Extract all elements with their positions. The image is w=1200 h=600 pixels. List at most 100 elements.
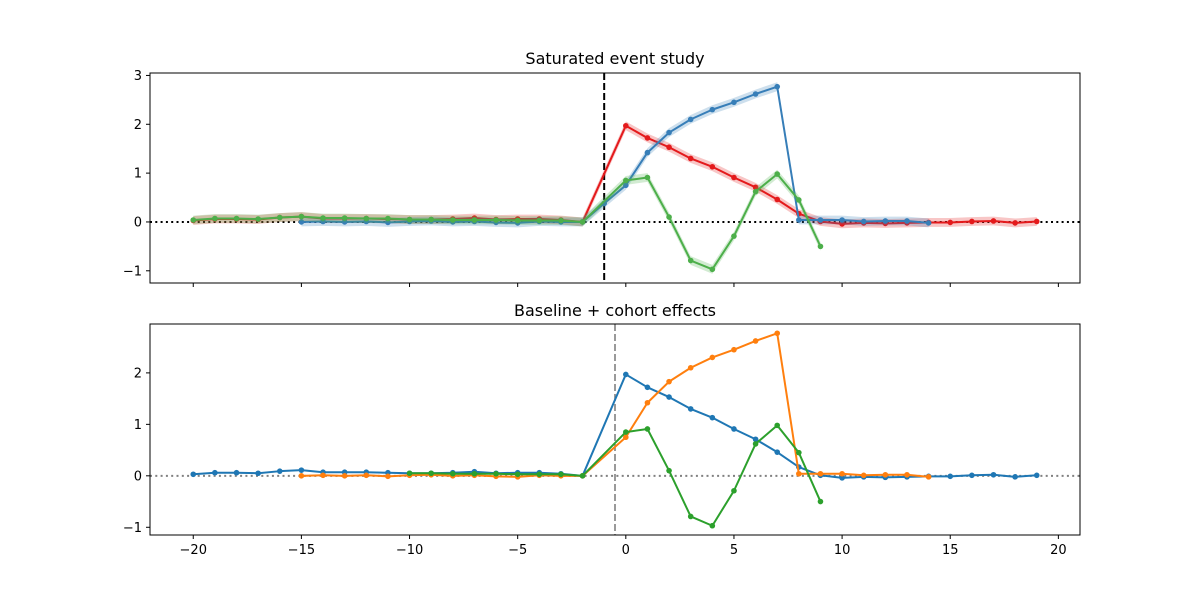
bottom-chart-title: Baseline + cohort effects: [514, 301, 716, 320]
bottom-series-0-point: [731, 426, 737, 432]
bottom-x-tick-label: −15: [288, 543, 315, 558]
bottom-series-1-point: [644, 399, 651, 406]
bottom-series-0-point: [709, 414, 716, 421]
bottom-series-1-point: [860, 472, 867, 479]
bottom-series-0-point: [233, 469, 240, 476]
bottom-series-1-point: [385, 473, 391, 480]
bottom-series-1-point: [796, 470, 802, 477]
bottom-x-tick-label: 5: [730, 543, 738, 558]
top-series-2-point: [298, 213, 305, 220]
top-series-1-point: [817, 217, 824, 223]
bottom-series-0-point: [1033, 472, 1040, 479]
bottom-series-2-point: [774, 422, 781, 429]
bottom-series-0-point: [212, 469, 218, 476]
bottom-x-tick-label: −5: [508, 543, 527, 558]
bottom-series-1-point: [817, 470, 824, 477]
bottom-series-2-point: [752, 441, 759, 447]
top-y-tick-label: 3: [134, 69, 142, 84]
top-series-1-point: [904, 218, 910, 224]
top-series-0-point: [709, 163, 716, 170]
bottom-series-1-point: [709, 354, 716, 361]
bottom-series-0-point: [839, 475, 845, 481]
top-series-1-point: [925, 220, 932, 226]
bottom-series-0-point: [969, 472, 975, 479]
top-series-2-point: [774, 171, 781, 177]
top-series-2-point: [514, 217, 521, 224]
top-series-1-point: [666, 129, 672, 136]
bottom-series-0-point: [666, 394, 672, 400]
top-series-0-point: [666, 144, 672, 151]
top-series-2-point: [709, 266, 716, 273]
top-series-2-point: [536, 217, 543, 224]
top-chart-title: Saturated event study: [525, 49, 704, 68]
bottom-x-tick-label: 20: [1050, 543, 1067, 558]
bottom-series-0-point: [255, 470, 261, 477]
bottom-series-1-point: [774, 330, 781, 337]
top-series-1-point: [839, 217, 845, 223]
bottom-series-1-point: [752, 338, 759, 344]
bottom-series-2-point: [623, 429, 629, 435]
top-series-0-point: [774, 196, 781, 203]
top-axes-frame: [149, 72, 1081, 284]
bottom-series-2-point: [709, 522, 716, 529]
top-series-2-point: [385, 215, 391, 222]
bottom-series-2-point: [536, 471, 543, 478]
top-y-tick-label: 1: [134, 167, 142, 182]
top-series-0-point: [1012, 220, 1018, 226]
top-series-2-point: [493, 217, 499, 223]
bottom-series-1-point: [839, 470, 845, 477]
bottom-series-1-point: [320, 472, 326, 479]
top-series-1-point: [731, 99, 737, 106]
top-series-0-point: [687, 155, 694, 162]
bottom-y-tick-label: 1: [134, 418, 142, 433]
top-series-2-point: [406, 216, 413, 223]
top-series-1-point: [298, 219, 305, 225]
top-series-2-point: [363, 215, 370, 222]
bottom-series-2-point: [731, 487, 737, 494]
bottom-series-2-point: [796, 449, 802, 456]
bottom-x-tick-label: 15: [942, 543, 959, 558]
bottom-x-tick-label: −10: [396, 543, 423, 558]
bottom-x-tick-label: 0: [622, 543, 630, 558]
top-series-1-point: [752, 91, 759, 97]
top-series-2-point: [471, 217, 478, 223]
top-y-tick-label: −1: [123, 264, 142, 279]
top-series-2-point: [428, 216, 434, 223]
top-series-0-point: [623, 122, 629, 129]
top-series-2-point: [666, 214, 672, 220]
bottom-series-2-point: [471, 470, 478, 477]
bottom-series-0-point: [947, 473, 954, 480]
bottom-series-0-point: [752, 436, 759, 443]
bottom-y-tick-label: 2: [134, 366, 142, 381]
top-series-2-confidence-band: [193, 169, 821, 274]
top-series-2-point: [212, 215, 218, 222]
top-series-2-point: [233, 215, 240, 222]
top-series-2-point: [644, 174, 651, 181]
top-y-tick-label: 2: [134, 118, 142, 133]
bottom-x-tick-label: 10: [834, 543, 851, 558]
top-series-2-point: [687, 257, 694, 264]
top-series-1-point: [709, 106, 716, 113]
top-series-2-point: [796, 197, 802, 203]
bottom-series-1-point: [298, 473, 305, 479]
bottom-series-0-point: [774, 449, 781, 455]
top-series-2-point: [752, 188, 759, 195]
bottom-y-tick-label: −1: [123, 521, 142, 536]
bottom-series-2-point: [514, 471, 521, 478]
bottom-series-1-point: [666, 378, 672, 385]
top-series-2-point: [731, 233, 737, 239]
top-series-1-line: [301, 85, 929, 224]
top-series-1-point: [860, 218, 867, 225]
top-series-0-point: [839, 221, 845, 227]
top-series-2-point: [579, 219, 586, 225]
bottom-series-2-point: [406, 470, 413, 477]
bottom-series-2-point: [428, 470, 434, 477]
bottom-series-2-point: [558, 471, 564, 478]
bottom-series-1-point: [904, 471, 910, 478]
bottom-series-2-point: [579, 473, 586, 479]
top-series-2-point: [623, 177, 629, 184]
top-y-tick-label: 0: [134, 215, 142, 230]
top-series-2-point: [449, 217, 456, 223]
